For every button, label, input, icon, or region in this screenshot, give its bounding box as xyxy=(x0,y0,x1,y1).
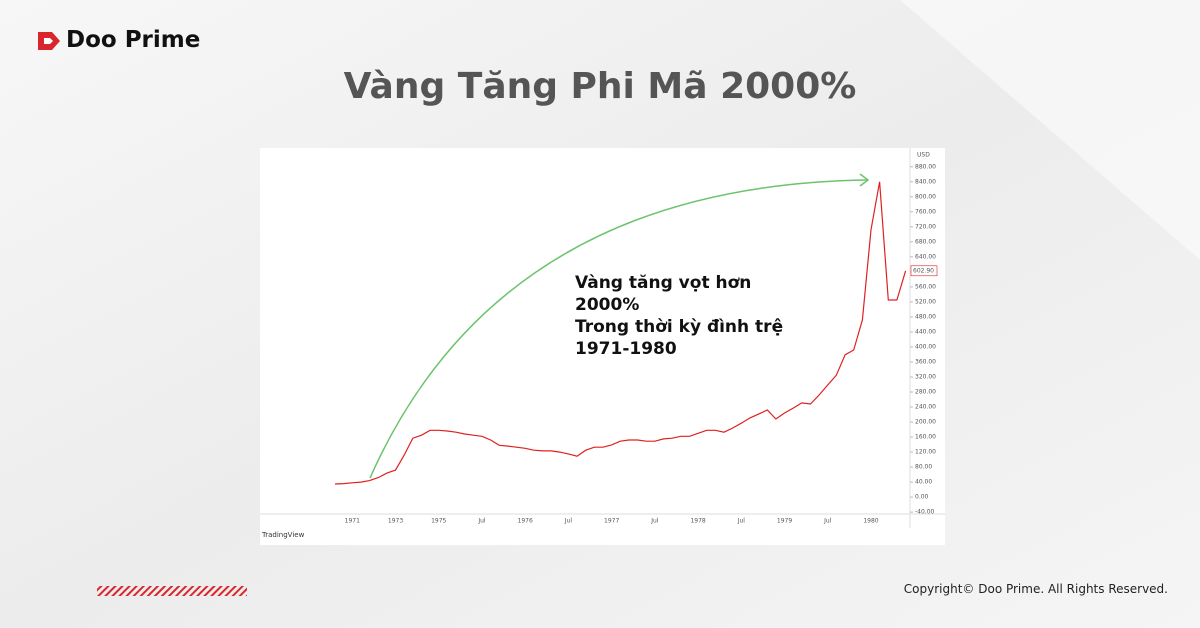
y-tick-label: 0.00 xyxy=(915,494,929,501)
y-tick-label: 360.00 xyxy=(915,358,936,365)
y-tick-label: 80.00 xyxy=(915,464,932,471)
x-tick-label: 1971 xyxy=(345,518,360,525)
y-tick-label: 680.00 xyxy=(915,238,936,245)
x-tick-label: Jul xyxy=(650,518,659,525)
price-label: 602.90 xyxy=(913,267,934,274)
x-tick-label: 1980 xyxy=(863,518,878,525)
y-tick-label: 480.00 xyxy=(915,313,936,320)
y-tick-label: 640.00 xyxy=(915,253,936,260)
y-tick-label: 560.00 xyxy=(915,283,936,290)
arrow-head xyxy=(859,173,870,187)
x-tick-label: 1975 xyxy=(431,518,446,525)
y-axis-label: USD xyxy=(917,152,930,159)
y-tick-label: 520.00 xyxy=(915,298,936,305)
price-line xyxy=(334,181,907,485)
brand: Doo Prime xyxy=(66,27,200,53)
y-tick-label: 200.00 xyxy=(915,419,936,426)
y-tick-label: 40.00 xyxy=(915,479,932,486)
y-tick-label: -40.00 xyxy=(915,509,935,516)
x-tick-label: 1979 xyxy=(777,518,792,525)
y-tick-label: 160.00 xyxy=(915,434,936,441)
title: Vàng Tăng Phi Mã 2000% xyxy=(344,66,857,107)
x-tick-label: 1977 xyxy=(604,518,619,525)
y-tick-label: 320.00 xyxy=(915,373,936,380)
x-tick-label: Jul xyxy=(823,518,832,525)
y-tick-label: 800.00 xyxy=(915,193,936,200)
annotation-line: 1971-1980 xyxy=(575,339,677,359)
x-tick-label: 1976 xyxy=(518,518,533,525)
y-tick-label: 880.00 xyxy=(915,163,936,170)
y-tick-label: 440.00 xyxy=(915,328,936,335)
annotation-line: 2000% xyxy=(575,295,639,315)
y-tick-label: 760.00 xyxy=(915,208,936,215)
x-tick-label: Jul xyxy=(737,518,746,525)
source: TradingView xyxy=(261,531,305,539)
y-tick-label: 840.00 xyxy=(915,178,936,185)
x-tick-label: 1973 xyxy=(388,518,403,525)
price-tag xyxy=(910,265,938,277)
annotation-line: Trong thời kỳ đình trệ xyxy=(575,317,783,337)
y-tick-label: 120.00 xyxy=(915,449,936,456)
trend-arrow xyxy=(369,179,869,479)
y-tick-label: 280.00 xyxy=(915,389,936,396)
y-tick-label: 720.00 xyxy=(915,223,936,230)
x-tick-label: Jul xyxy=(564,518,573,525)
y-tick-label: 400.00 xyxy=(915,343,936,350)
decor xyxy=(900,0,1200,260)
copyright: Copyright© Doo Prime. All Rights Reserve… xyxy=(904,582,1168,596)
logo-icon-inner xyxy=(44,38,53,44)
x-tick-label: 1978 xyxy=(690,518,705,525)
annotation-line: Vàng tăng vọt hơn xyxy=(575,273,751,293)
decor-stripes xyxy=(97,586,247,596)
y-tick-label: 240.00 xyxy=(915,404,936,411)
x-tick-label: Jul xyxy=(477,518,486,525)
